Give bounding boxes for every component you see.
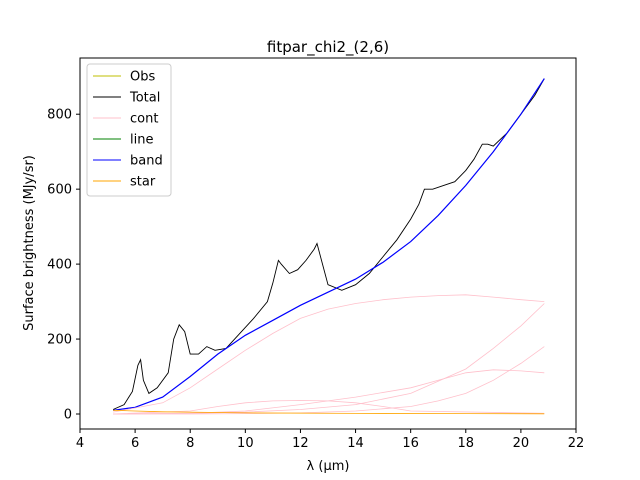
y-tick-label: 800 xyxy=(47,108,72,123)
series-line-star-7 xyxy=(113,409,545,415)
legend-item-star: star xyxy=(93,175,156,190)
legend-label: band xyxy=(130,154,163,169)
axes-frame xyxy=(79,57,577,430)
legend: Obs Total cont line band star xyxy=(86,63,172,197)
y-tick-label: 200 xyxy=(47,333,72,348)
series-line-cont-2 xyxy=(113,294,545,413)
legend-item-line: line xyxy=(93,133,153,148)
x-tick-label: 14 xyxy=(347,436,364,451)
legend-label: cont xyxy=(130,112,158,127)
legend-label: star xyxy=(130,175,156,190)
x-tick-label: 22 xyxy=(568,436,585,451)
x-tick-label: 18 xyxy=(458,436,475,451)
series-layer xyxy=(112,78,545,415)
legend-label: Total xyxy=(129,91,160,106)
y-axis-title: Surface brightness (MJy/sr) xyxy=(22,155,37,331)
x-axis-ticks: 4 6 8 10 12 14 16 18 20 22 xyxy=(76,429,584,451)
legend-box xyxy=(86,63,172,197)
x-tick-label: 4 xyxy=(76,436,84,451)
y-tick-label: 600 xyxy=(47,183,72,198)
y-axis-ticks: 0 200 400 600 800 xyxy=(47,108,80,423)
chart-title: fitpar_chi2_(2,6) xyxy=(267,38,389,57)
x-tick-label: 10 xyxy=(237,436,254,451)
y-tick-label: 0 xyxy=(64,408,72,423)
axes xyxy=(79,57,577,430)
legend-label: Obs xyxy=(130,70,155,85)
x-tick-label: 8 xyxy=(186,436,194,451)
x-tick-label: 12 xyxy=(292,436,309,451)
x-tick-label: 16 xyxy=(402,436,419,451)
x-tick-label: 20 xyxy=(513,436,530,451)
series-line-cont-4 xyxy=(113,346,545,415)
y-tick-label: 400 xyxy=(47,258,72,273)
series-line-band-1 xyxy=(113,78,545,411)
series-line-total-0 xyxy=(112,78,545,410)
x-axis-title: λ (μm) xyxy=(307,459,350,474)
series-line-cont-5 xyxy=(113,369,545,415)
legend-item-band: band xyxy=(93,154,163,169)
series-line-cont-6 xyxy=(113,400,545,415)
legend-label: line xyxy=(130,133,153,148)
legend-item-total: Total xyxy=(93,91,160,106)
legend-item-cont: cont xyxy=(93,112,158,127)
x-tick-label: 6 xyxy=(131,436,139,451)
legend-item-obs: Obs xyxy=(93,70,155,85)
